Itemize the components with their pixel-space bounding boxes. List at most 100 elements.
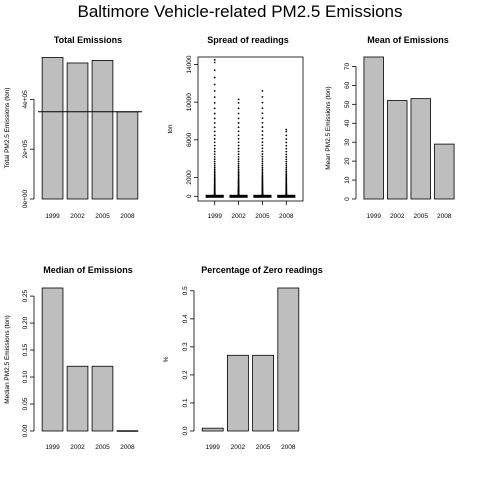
spread-ylabel: ton <box>167 124 174 133</box>
spread-outlier-point <box>213 155 216 158</box>
spread-outlier-point <box>285 130 288 133</box>
spread-outlier-point <box>213 171 216 174</box>
spread-xtick-label: 2002 <box>231 213 246 220</box>
spread-outlier-point <box>285 147 288 150</box>
spread-outlier-point <box>237 144 240 147</box>
spread-outlier-point <box>237 137 240 140</box>
spread-outlier-point <box>213 141 216 144</box>
median-ylabel: Median PM2.5 Emissions (ton) <box>4 315 11 404</box>
zero-ytick-label: 0.0 <box>182 426 189 435</box>
spread-outlier-point <box>213 177 216 180</box>
mean-ytick-label: 10 <box>344 176 351 184</box>
spread-outlier-point <box>213 102 216 104</box>
spread-outlier-point <box>285 150 288 153</box>
spread-outlier-point <box>213 166 216 169</box>
spread-outlier-point <box>285 170 288 173</box>
total-ytick-label: 4e+05 <box>22 90 29 109</box>
total-bar <box>116 111 139 200</box>
zero-xtick-label: 2005 <box>256 444 271 451</box>
spread-outlier-point <box>213 162 216 165</box>
spread-outlier-point <box>237 166 240 169</box>
mean-title: Mean of Emissions <box>367 35 449 45</box>
spread-outlier-point <box>261 175 264 178</box>
spread-outlier-point <box>237 98 240 101</box>
spread-outlier-point <box>261 147 264 150</box>
spread-outlier-point <box>237 164 240 167</box>
spread-ytick-label: 14000 <box>186 55 193 73</box>
median-ytick-label: 0.00 <box>22 424 29 437</box>
spread-outlier-point <box>213 176 216 178</box>
zero-bar <box>277 287 300 432</box>
mean-xtick-label: 2005 <box>414 213 429 220</box>
spread-outlier-point <box>237 130 240 133</box>
spread-outlier-point <box>213 112 216 115</box>
total-ytick-label: 0e+00 <box>22 189 29 208</box>
spread-outlier-point <box>285 168 288 171</box>
median-chart: Median of Emissions Median PM2.5 Emission… <box>4 265 139 451</box>
median-bar <box>116 430 139 432</box>
mean-ytick-label: 0 <box>344 197 351 201</box>
spread-outlier-point <box>237 155 240 158</box>
mean-ylabel: Mean PM2.5 Emissions (ton) <box>325 86 332 169</box>
figure-title: Baltimore Vehicle-related PM2.5 Emission… <box>77 2 403 21</box>
total-xtick-label: 1999 <box>45 213 60 220</box>
zero-ytick-label: 0.2 <box>182 370 189 379</box>
spread-outlier-point <box>261 89 264 92</box>
spread-outlier-point <box>213 144 216 147</box>
spread-outlier-point <box>261 173 264 175</box>
spread-xtick-label: 1999 <box>207 213 222 220</box>
spread-outlier-point <box>237 122 240 124</box>
spread-outlier-point <box>237 153 240 156</box>
spread-outlier-point <box>237 141 240 144</box>
spread-outlier-point <box>261 174 264 177</box>
spread-outlier-point <box>285 128 288 131</box>
mean-ytick-label: 30 <box>344 138 351 146</box>
zero-ytick-label: 0.3 <box>182 342 189 351</box>
spread-outlier-point <box>237 112 240 115</box>
spread-outlier-point <box>213 61 216 64</box>
spread-outlier-point <box>285 156 288 158</box>
spread-outlier-point <box>237 117 240 120</box>
zero-ytick-label: 0.4 <box>182 314 189 323</box>
spread-outlier-point <box>237 134 240 137</box>
spread-outlier-point <box>261 150 264 153</box>
spread-outlier-point <box>213 164 216 167</box>
spread-outlier-point <box>213 117 216 120</box>
spread-outlier-point <box>213 130 216 133</box>
total-xtick-label: 2002 <box>70 213 85 220</box>
spread-outlier-point <box>237 147 240 150</box>
mean-ytick-label: 60 <box>344 81 351 89</box>
median-xtick-label: 2005 <box>95 444 110 451</box>
zero-ylabel: % <box>163 356 170 362</box>
spread-outlier-point <box>285 166 288 169</box>
spread-outlier-point <box>285 164 288 167</box>
spread-outlier-point <box>213 107 216 110</box>
spread-outlier-point <box>261 95 264 98</box>
spread-outlier-point <box>237 126 240 129</box>
spread-outlier-point <box>261 141 264 144</box>
spread-outlier-point <box>261 155 264 158</box>
spread-outlier-point <box>285 162 288 165</box>
spread-title: Spread of readings <box>207 35 289 45</box>
spread-outlier-point <box>237 168 240 171</box>
spread-plot-frame <box>197 56 304 202</box>
median-ytick-label: 0.05 <box>22 397 29 410</box>
spread-outlier-point <box>237 162 240 165</box>
spread-outlier-point <box>237 150 240 153</box>
total-title: Total Emissions <box>54 35 122 45</box>
spread-outlier-point <box>237 174 240 177</box>
spread-ytick-label: 0 <box>186 194 193 198</box>
spread-outlier-point <box>261 171 264 174</box>
median-ytick-label: 0.10 <box>22 370 29 383</box>
mean-bar <box>387 100 408 200</box>
spread-outlier-point <box>285 173 288 176</box>
mean-ytick-label: 40 <box>344 119 351 127</box>
median-ytick-label: 0.25 <box>22 289 29 302</box>
spread-outlier-point <box>261 117 264 120</box>
spread-outlier-point <box>237 176 240 178</box>
spread-outlier-point <box>261 144 264 147</box>
spread-outlier-point <box>213 122 216 124</box>
spread-outlier-point <box>285 141 288 144</box>
mean-ytick-label: 50 <box>344 100 351 108</box>
